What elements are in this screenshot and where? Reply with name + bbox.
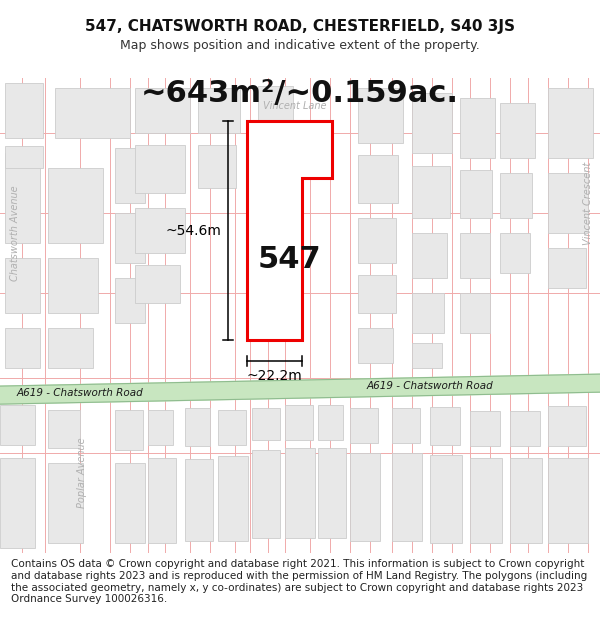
Bar bbox=[500, 173, 532, 218]
Bar bbox=[358, 218, 396, 263]
Text: 547: 547 bbox=[257, 244, 322, 274]
Bar bbox=[392, 408, 420, 443]
Bar bbox=[470, 458, 502, 543]
Text: Vincent Crescent: Vincent Crescent bbox=[583, 161, 593, 245]
Bar bbox=[358, 88, 403, 143]
Bar bbox=[500, 103, 535, 158]
Bar bbox=[460, 233, 490, 278]
Bar bbox=[148, 410, 173, 445]
Bar bbox=[148, 458, 176, 543]
Bar bbox=[460, 170, 492, 218]
Bar bbox=[48, 463, 83, 543]
Bar bbox=[548, 248, 586, 288]
Bar bbox=[392, 453, 422, 541]
Bar bbox=[115, 463, 145, 543]
Bar bbox=[318, 448, 346, 538]
Text: ~54.6m: ~54.6m bbox=[165, 224, 221, 238]
Polygon shape bbox=[247, 121, 332, 340]
Bar bbox=[135, 88, 190, 133]
Bar bbox=[5, 153, 40, 243]
Bar bbox=[258, 86, 293, 138]
Bar bbox=[48, 258, 98, 313]
Bar bbox=[115, 278, 145, 323]
Bar bbox=[115, 410, 143, 450]
Bar bbox=[412, 166, 450, 218]
Bar bbox=[358, 328, 393, 363]
Text: Map shows position and indicative extent of the property.: Map shows position and indicative extent… bbox=[120, 39, 480, 51]
Bar bbox=[185, 408, 210, 446]
Text: Poplar Avenue: Poplar Avenue bbox=[77, 438, 87, 509]
Bar bbox=[412, 233, 447, 278]
Bar bbox=[548, 406, 586, 446]
Bar bbox=[0, 405, 35, 445]
Text: ~22.2m: ~22.2m bbox=[247, 369, 302, 383]
Bar bbox=[252, 408, 280, 440]
Bar bbox=[48, 410, 80, 448]
Bar bbox=[460, 293, 490, 333]
Bar bbox=[318, 405, 343, 440]
Bar bbox=[470, 411, 500, 446]
Bar bbox=[198, 145, 236, 188]
Text: A619 - Chatsworth Road: A619 - Chatsworth Road bbox=[17, 388, 143, 398]
Bar bbox=[258, 150, 288, 178]
Text: Chatsworth Avenue: Chatsworth Avenue bbox=[10, 185, 20, 281]
Bar bbox=[350, 408, 378, 443]
Bar bbox=[412, 343, 442, 368]
Bar bbox=[185, 459, 213, 541]
Bar bbox=[218, 410, 246, 445]
Bar bbox=[5, 258, 40, 313]
Bar bbox=[5, 146, 43, 168]
Text: ~643m²/~0.159ac.: ~643m²/~0.159ac. bbox=[141, 79, 459, 107]
Bar bbox=[548, 88, 593, 158]
Text: Contains OS data © Crown copyright and database right 2021. This information is : Contains OS data © Crown copyright and d… bbox=[11, 559, 587, 604]
Bar bbox=[510, 411, 540, 446]
Bar bbox=[198, 88, 240, 133]
Bar bbox=[5, 83, 43, 138]
Bar bbox=[358, 155, 398, 203]
Bar bbox=[510, 458, 542, 543]
Bar bbox=[285, 405, 313, 440]
Bar bbox=[430, 455, 462, 543]
Text: Vincent Lane: Vincent Lane bbox=[263, 101, 327, 111]
Text: A619 - Chatsworth Road: A619 - Chatsworth Road bbox=[367, 381, 493, 391]
Bar bbox=[115, 213, 145, 263]
Bar bbox=[350, 453, 380, 541]
Bar bbox=[48, 168, 103, 243]
Text: 547, CHATSWORTH ROAD, CHESTERFIELD, S40 3JS: 547, CHATSWORTH ROAD, CHESTERFIELD, S40 … bbox=[85, 19, 515, 34]
Bar bbox=[412, 293, 444, 333]
Bar bbox=[430, 407, 460, 445]
Bar bbox=[0, 458, 35, 548]
Bar bbox=[115, 148, 145, 203]
Bar bbox=[412, 93, 452, 153]
Bar bbox=[252, 450, 280, 538]
Bar bbox=[358, 275, 396, 313]
Bar bbox=[548, 458, 588, 543]
Bar bbox=[218, 456, 248, 541]
Bar bbox=[55, 88, 130, 138]
Bar bbox=[500, 233, 530, 273]
Bar bbox=[548, 173, 588, 233]
Bar bbox=[48, 328, 93, 368]
Bar bbox=[135, 145, 185, 193]
Bar bbox=[285, 448, 315, 538]
Bar bbox=[135, 208, 185, 253]
Bar bbox=[5, 328, 40, 368]
Bar bbox=[460, 98, 495, 158]
Bar bbox=[135, 265, 180, 303]
